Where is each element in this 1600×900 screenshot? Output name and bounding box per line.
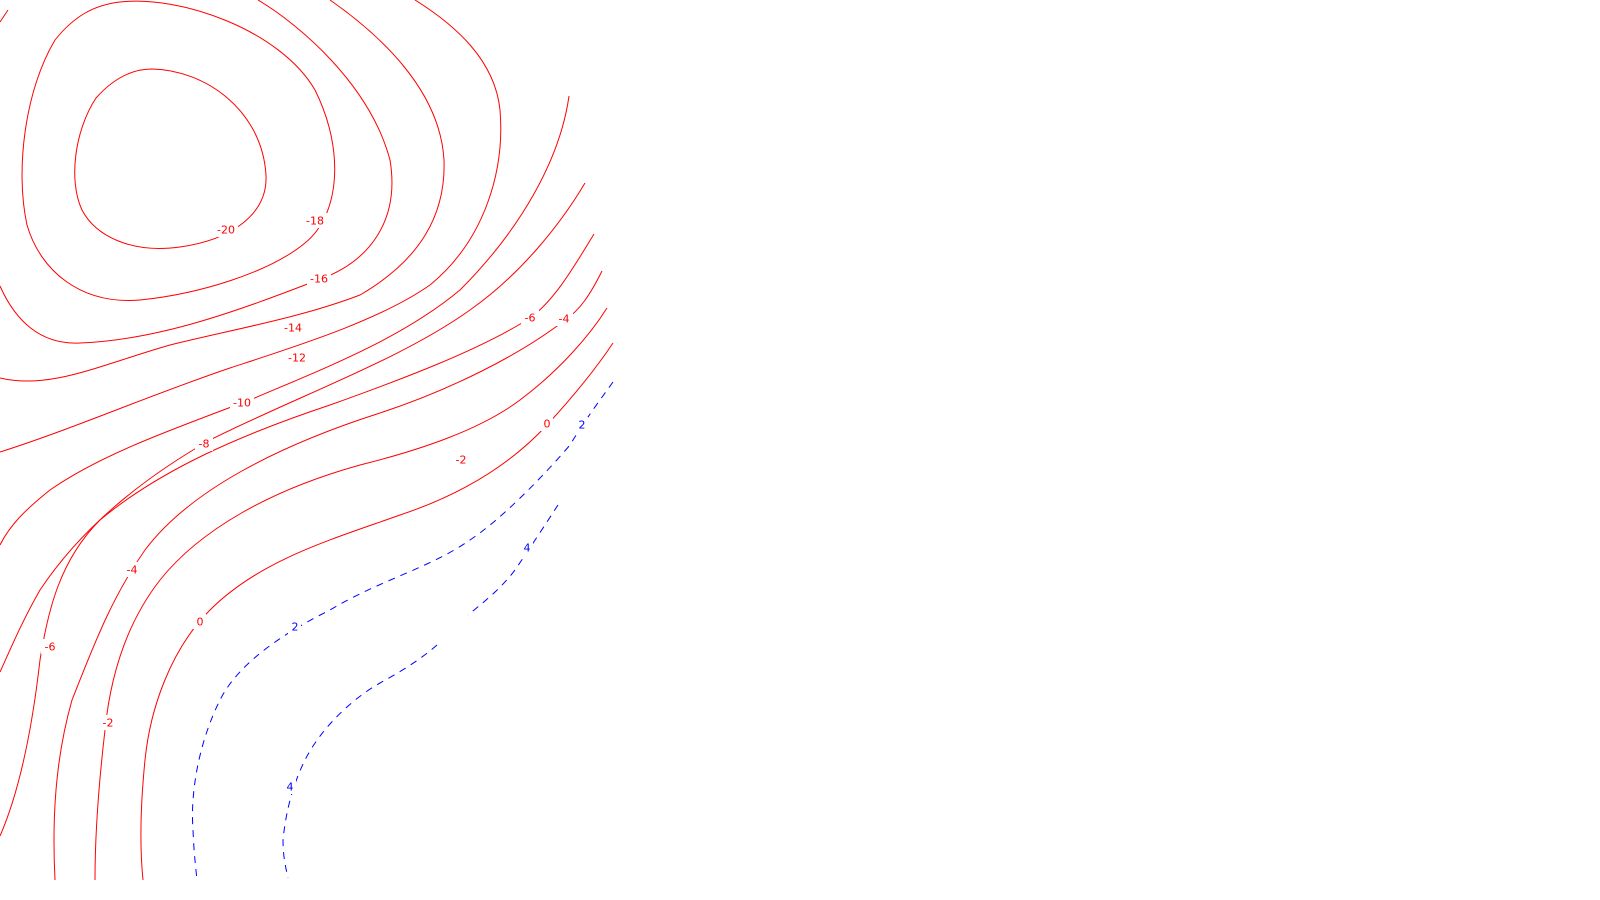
- contour-label-minus-16: -16: [310, 273, 328, 286]
- contour-label-plus-4-lower: 4: [287, 781, 294, 794]
- contour-line-minus-8: [0, 182, 586, 673]
- contour-line-minus-2: [94, 307, 608, 881]
- contour-label-plus-2-lower: 2: [292, 621, 299, 634]
- contour-line-minus-12: [0, 0, 502, 453]
- contour-label-minus-6-lower: -6: [45, 641, 56, 654]
- contour-label-minus-8: -8: [199, 438, 210, 451]
- contour-label-minus-14: -14: [284, 322, 302, 335]
- contour-line-minus-10: [0, 95, 570, 546]
- contour-line-minus-20: [74, 68, 267, 249]
- contour-label-plus-4-upper: 4: [524, 542, 531, 555]
- contour-label-minus-4-upper: -4: [559, 313, 570, 326]
- contour-line-minus-14: [0, 0, 445, 382]
- contour-line-plus-2: [192, 381, 614, 881]
- contour-label-zero-upper: 0: [544, 418, 551, 431]
- contour-line-minus-18: [21, 0, 336, 301]
- contour-label-minus-10: -10: [233, 397, 251, 410]
- contour-label-zero-lower: 0: [197, 616, 204, 629]
- contour-label-minus-4-lower: -4: [127, 564, 138, 577]
- contour-labels: -20 -18 -16 -14 -12 -10 -8 -6 -6 -4 -4 -…: [41, 213, 588, 794]
- contour-label-minus-6-upper: -6: [525, 312, 536, 325]
- contour-line-minus-4: [53, 270, 603, 881]
- contour-line-minus-16: [0, 0, 393, 344]
- contour-line-plus-4-upper: [467, 504, 559, 616]
- contour-label-minus-2-upper: -2: [456, 454, 467, 467]
- contour-label-minus-20: -20: [217, 224, 235, 237]
- contour-label-minus-12: -12: [288, 352, 306, 365]
- contour-label-plus-2-upper: 2: [579, 419, 586, 432]
- contour-label-minus-18: -18: [306, 215, 324, 228]
- contour-line-plus-4-lower: [282, 644, 438, 879]
- contour-label-minus-2-lower: -2: [103, 717, 114, 730]
